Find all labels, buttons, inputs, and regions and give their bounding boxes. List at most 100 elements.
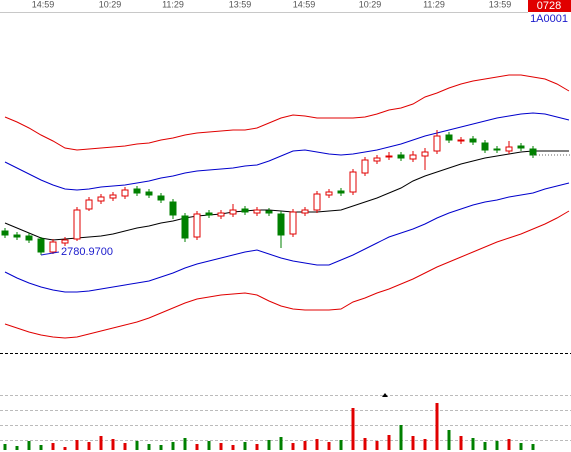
candle-body xyxy=(433,135,441,152)
volume-bar xyxy=(51,443,55,450)
volume-bar xyxy=(279,437,283,450)
candle-body xyxy=(517,145,525,149)
volume-bar xyxy=(135,441,139,450)
candle-body xyxy=(73,209,81,240)
candle-body xyxy=(241,208,249,213)
volume-bar xyxy=(63,447,67,450)
candle-body xyxy=(61,239,69,244)
candle-body xyxy=(493,148,501,151)
candle-body xyxy=(421,151,429,157)
candle-body xyxy=(193,213,201,238)
volume-bar xyxy=(351,408,355,450)
volume-bar xyxy=(99,436,103,450)
band-line xyxy=(4,112,570,191)
volume-bar xyxy=(519,443,523,450)
volume-bar xyxy=(3,444,7,450)
candle-body xyxy=(109,194,117,199)
candle-body xyxy=(205,212,213,216)
volume-bar xyxy=(15,446,19,450)
candle-body xyxy=(85,199,93,210)
volume-bar xyxy=(411,436,415,450)
candle-body xyxy=(229,209,237,215)
time-label: 10:29 xyxy=(359,0,382,9)
time-label: 11:29 xyxy=(162,0,184,9)
band-line xyxy=(4,182,570,293)
band-line xyxy=(4,210,570,339)
volume-bar xyxy=(507,439,511,450)
candle-body xyxy=(37,238,45,253)
candle-body xyxy=(13,234,21,238)
candle-body xyxy=(385,155,393,158)
candle-body xyxy=(481,142,489,151)
candle-body xyxy=(49,241,57,253)
volume-bar xyxy=(255,444,259,450)
candle-body xyxy=(133,188,141,194)
volume-bar xyxy=(375,441,379,450)
candle-body xyxy=(409,154,417,160)
volume-bar xyxy=(147,444,151,450)
volume-bar xyxy=(495,441,499,450)
time-label: 13:59 xyxy=(229,0,252,9)
time-label: 11:29 xyxy=(423,0,445,9)
volume-bar xyxy=(459,436,463,450)
low-label: 2780.9700 xyxy=(61,246,113,258)
candle-body xyxy=(349,171,357,193)
volume-bar xyxy=(27,441,31,450)
volume-bar xyxy=(243,442,247,450)
volume-bar xyxy=(183,438,187,450)
candle-body xyxy=(265,210,273,214)
candle-body xyxy=(301,209,309,214)
candle-body xyxy=(397,154,405,159)
candle-body xyxy=(325,191,333,196)
time-label: 14:59 xyxy=(293,0,316,9)
volume-bar xyxy=(447,430,451,450)
time-label: 13:59 xyxy=(489,0,512,9)
candle-body xyxy=(121,189,129,197)
candle-body xyxy=(289,211,297,235)
candle-body xyxy=(25,235,33,241)
volume-bar xyxy=(195,444,199,450)
volume-bar xyxy=(387,435,391,450)
candle-body xyxy=(1,230,9,236)
candle-body xyxy=(157,195,165,201)
volume-bar xyxy=(327,442,331,450)
candle-body xyxy=(253,209,261,214)
volume-bar xyxy=(531,444,535,450)
volume-bar xyxy=(75,440,79,450)
symbol: 1A0001 xyxy=(530,13,568,25)
candle-body xyxy=(97,196,105,202)
volume-bar xyxy=(171,442,175,450)
volume-bar xyxy=(231,445,235,450)
volume-bar xyxy=(435,403,439,450)
candle-body xyxy=(217,212,225,217)
volume-bar xyxy=(471,438,475,450)
volume-bar xyxy=(483,442,487,450)
volume-bar xyxy=(423,439,427,450)
volume-bar xyxy=(87,442,91,450)
candle-body xyxy=(181,215,189,239)
candle-body xyxy=(277,213,285,236)
date-badge-box xyxy=(528,0,571,12)
candle-body xyxy=(169,201,177,216)
volume-bar xyxy=(291,443,295,450)
band-line xyxy=(4,74,570,151)
volume-bar xyxy=(303,441,307,450)
volume-bar xyxy=(207,441,211,450)
candle-body xyxy=(457,139,465,142)
candle-body xyxy=(445,134,453,141)
volume-bar xyxy=(363,438,367,450)
candle-body xyxy=(469,138,477,143)
volume-bar xyxy=(159,445,163,450)
time-label: 10:29 xyxy=(99,0,122,9)
volume-bar xyxy=(267,440,271,450)
volume-bar xyxy=(315,439,319,450)
volume-bar xyxy=(123,443,127,450)
volume-grid xyxy=(0,395,571,441)
volume-bar xyxy=(399,425,403,450)
candle-body xyxy=(373,157,381,162)
band-line xyxy=(4,150,569,241)
volume-bar xyxy=(111,439,115,450)
candle-body xyxy=(529,148,537,156)
